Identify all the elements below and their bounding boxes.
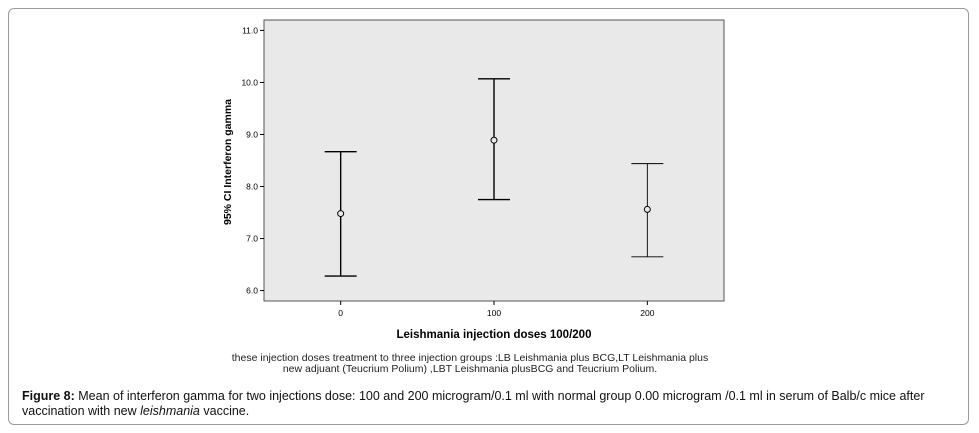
- figure-caption: Figure 8: Mean of interferon gamma for t…: [22, 389, 962, 419]
- error-bar-chart: 6.0 7.0 8.0 9.0 10.0 11.0 0 100 200 95% CI Inte…: [222, 19, 725, 341]
- caption-text-2: vaccine.: [199, 404, 250, 418]
- mean-point: [337, 210, 345, 218]
- x-tick-label: 100: [487, 308, 501, 318]
- caption-label: Figure 8:: [22, 389, 75, 403]
- y-axis-label: 95% CI Interferon gamma: [222, 99, 234, 225]
- mean-point: [490, 136, 498, 144]
- chart-note: these injection doses treatment to three…: [200, 353, 740, 375]
- mean-point: [643, 205, 651, 213]
- note-line-1: these injection doses treatment to three…: [231, 352, 709, 364]
- y-tick-label: 8.0: [246, 182, 258, 192]
- y-tick-label: 7.0: [246, 234, 258, 244]
- caption-text-1: Mean of interferon gamma for two injecti…: [22, 389, 925, 418]
- note-line-2: new adjuant (Teucrium Polium) ,LBT Leish…: [282, 363, 658, 375]
- y-tick-label: 10.0: [241, 77, 258, 87]
- x-axis-label: Leishmania injection doses 100/200: [397, 329, 592, 341]
- y-tick-label: 11.0: [242, 25, 258, 35]
- y-tick-label: 6.0: [246, 286, 258, 296]
- caption-italic: leishmania: [140, 404, 200, 418]
- x-tick-label: 0: [338, 308, 343, 318]
- y-tick-label: 9.0: [246, 129, 258, 139]
- x-tick-label: 200: [640, 308, 654, 318]
